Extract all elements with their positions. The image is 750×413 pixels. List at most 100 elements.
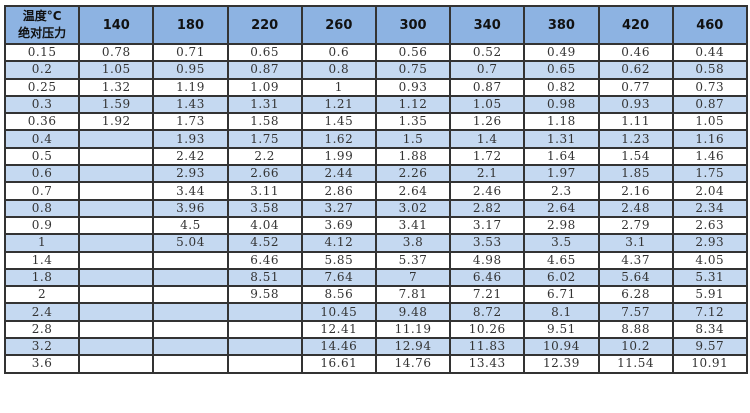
value-cell: 2.44 [300,164,377,184]
value-cell: 11.19 [374,319,452,340]
value-cell: 0.93 [597,94,674,115]
value-cell: 1.43 [152,94,229,115]
value-cell [152,319,229,340]
value-cell: 3.1 [597,233,674,253]
value-cell: 4.04 [226,215,303,236]
value-cell: 3.69 [300,215,377,236]
pressure-cell: 3.6 [3,354,81,374]
column-header-380: 380 [523,5,600,45]
pressure-label: 绝对压力 [18,26,67,40]
value-cell: 3.41 [374,215,452,236]
value-cell: 1.88 [374,146,452,167]
value-cell: 1.23 [597,129,674,149]
table-body: 0.15 0.78 0.71 0.65 0.6 0.56 0.52 0.49 0.46 0.44 0… [3,42,748,374]
value-cell: 4.05 [671,250,748,270]
value-cell: 6.02 [523,267,600,288]
value-cell: 2.46 [449,181,526,201]
table-row: 2 9.58 8.56 7.81 7.21 6.71 6.28 5.91 [3,285,748,305]
value-cell: 3.53 [449,233,526,253]
value-cell [78,233,155,253]
value-cell [226,354,303,374]
column-header-460: 460 [671,5,748,45]
value-cell: 4.5 [152,215,229,236]
value-cell: 5.31 [671,267,748,288]
value-cell [78,285,155,305]
table-row: 0.25 1.32 1.19 1.09 1 0.93 0.87 0.82 0.77 0.73 [3,77,748,97]
value-cell: 9.57 [671,337,748,357]
value-cell: 0.65 [523,60,600,80]
value-cell: 0.44 [671,42,748,63]
table-row: 2.8 12.41 11.19 10.26 9.51 8.88 8.34 [3,319,748,340]
value-cell: 2.93 [671,233,748,253]
column-header-420: 420 [597,5,674,45]
value-cell: 1.92 [78,112,155,132]
value-cell: 0.93 [374,77,452,97]
pressure-cell: 0.6 [3,164,81,184]
value-cell: 1.62 [300,129,377,149]
value-cell: 0.73 [671,77,748,97]
value-cell: 1.35 [374,112,452,132]
value-cell [78,146,155,167]
value-cell: 10.26 [449,319,526,340]
value-cell: 11.83 [449,337,526,357]
pressure-cell: 0.4 [3,129,81,149]
value-cell [78,267,155,288]
value-cell: 2.2 [226,146,303,167]
value-cell: 9.51 [523,319,600,340]
column-header-260: 260 [300,5,377,45]
value-cell: 4.98 [449,250,526,270]
value-cell [226,337,303,357]
value-cell: 2.66 [226,164,303,184]
table-row: 0.15 0.78 0.71 0.65 0.6 0.56 0.52 0.49 0.46 0.44 [3,42,748,63]
value-cell: 1.72 [449,146,526,167]
value-cell: 2.82 [449,198,526,218]
value-cell: 2.48 [597,198,674,218]
pressure-temperature-table: 温度°C 绝对压力 140 180 220 260 300 340 380 420 460 0.… [3,5,748,374]
value-cell: 4.37 [597,250,674,270]
table-row: 0.7 3.44 3.11 2.86 2.64 2.46 2.3 2.16 2.04 [3,181,748,201]
value-cell: 3.5 [523,233,600,253]
table-row: 0.36 1.92 1.73 1.58 1.45 1.35 1.26 1.18 1.11 1.05 [3,112,748,132]
value-cell: 0.52 [449,42,526,63]
value-cell [78,215,155,236]
table-row: 1.4 6.46 5.85 5.37 4.98 4.65 4.37 4.05 [3,250,748,270]
table-row: 0.4 1.93 1.75 1.62 1.5 1.4 1.31 1.23 1.16 [3,129,748,149]
value-cell: 2.1 [449,164,526,184]
column-header-140: 140 [78,5,155,45]
value-cell: 3.27 [300,198,377,218]
value-cell: 0.77 [597,77,674,97]
value-cell: 1.11 [597,112,674,132]
pressure-cell: 0.2 [3,60,81,80]
value-cell: 1.45 [300,112,377,132]
value-cell: 6.28 [597,285,674,305]
value-cell: 1.73 [152,112,229,132]
value-cell: 2.79 [597,215,674,236]
value-cell: 5.91 [671,285,748,305]
pressure-cell: 2.8 [3,319,81,340]
value-cell: 7.81 [374,285,452,305]
value-cell: 1.31 [226,94,303,115]
value-cell: 1.05 [78,60,155,80]
table-row: 1.8 8.51 7.64 7 6.46 6.02 5.64 5.31 [3,267,748,288]
table-row: 0.2 1.05 0.95 0.87 0.8 0.75 0.7 0.65 0.62 0.58 [3,60,748,80]
pressure-cell: 0.8 [3,198,81,218]
value-cell: 0.56 [374,42,452,63]
value-cell: 7.57 [597,302,674,322]
value-cell: 0.58 [671,60,748,80]
value-cell: 2.42 [152,146,229,167]
value-cell: 1.59 [78,94,155,115]
value-cell: 13.43 [449,354,526,374]
header-row: 温度°C 绝对压力 140 180 220 260 300 340 380 420 460 [3,5,748,45]
value-cell: 2.26 [374,164,452,184]
value-cell: 1.4 [449,129,526,149]
value-cell: 1.21 [300,94,377,115]
value-cell [78,302,155,322]
value-cell: 5.64 [597,267,674,288]
value-cell: 4.65 [523,250,600,270]
value-cell: 9.48 [374,302,452,322]
pressure-cell: 0.3 [3,94,81,115]
value-cell: 1.16 [671,129,748,149]
value-cell [226,319,303,340]
table-row: 0.3 1.59 1.43 1.31 1.21 1.12 1.05 0.98 0.93 0.87 [3,94,748,115]
value-cell: 2.64 [374,181,452,201]
